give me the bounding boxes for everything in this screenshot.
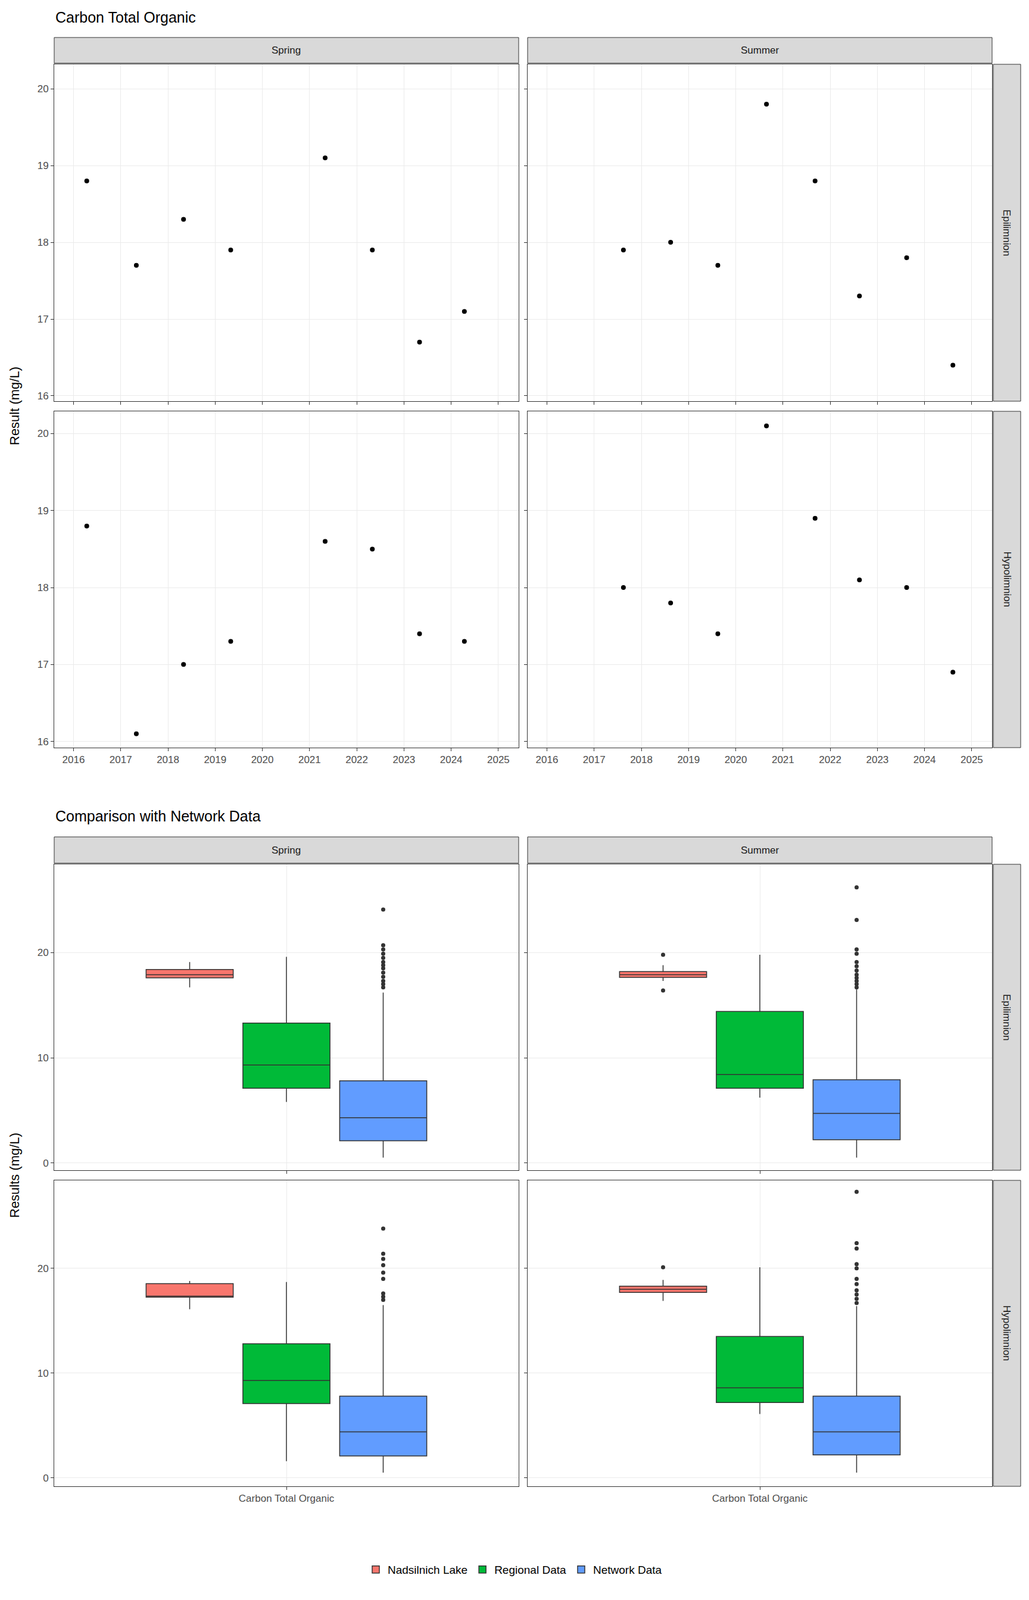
svg-text:20: 20 bbox=[37, 83, 49, 95]
svg-text:19: 19 bbox=[37, 505, 49, 517]
svg-text:2021: 2021 bbox=[298, 754, 321, 766]
svg-text:Summer: Summer bbox=[740, 44, 780, 56]
svg-text:Epilimnion: Epilimnion bbox=[1001, 994, 1013, 1041]
svg-text:2024: 2024 bbox=[913, 754, 937, 766]
svg-text:16: 16 bbox=[37, 736, 49, 748]
svg-text:2025: 2025 bbox=[487, 754, 510, 766]
svg-text:2024: 2024 bbox=[440, 754, 463, 766]
svg-text:2022: 2022 bbox=[818, 754, 842, 766]
svg-text:19: 19 bbox=[37, 160, 49, 172]
svg-text:2020: 2020 bbox=[724, 754, 748, 766]
svg-text:17: 17 bbox=[37, 659, 49, 671]
svg-text:Epilimnion: Epilimnion bbox=[1001, 209, 1013, 257]
svg-text:Carbon Total Organic: Carbon Total Organic bbox=[55, 8, 196, 26]
svg-text:Regional Data: Regional Data bbox=[494, 1564, 567, 1577]
svg-text:20: 20 bbox=[37, 428, 49, 440]
svg-text:2016: 2016 bbox=[62, 754, 86, 766]
svg-text:2021: 2021 bbox=[771, 754, 795, 766]
svg-text:18: 18 bbox=[37, 237, 49, 249]
svg-text:10: 10 bbox=[37, 1052, 49, 1065]
svg-text:2018: 2018 bbox=[630, 754, 653, 766]
svg-text:20: 20 bbox=[37, 947, 49, 959]
svg-text:Nadsilnich Lake: Nadsilnich Lake bbox=[387, 1564, 468, 1577]
svg-text:Spring: Spring bbox=[271, 844, 301, 857]
svg-text:2022: 2022 bbox=[345, 754, 369, 766]
svg-text:20: 20 bbox=[37, 1263, 49, 1275]
svg-text:17: 17 bbox=[37, 313, 49, 326]
svg-text:Hypolimnion: Hypolimnion bbox=[1001, 1305, 1013, 1362]
svg-text:2016: 2016 bbox=[535, 754, 559, 766]
svg-text:2025: 2025 bbox=[960, 754, 984, 766]
svg-text:2020: 2020 bbox=[251, 754, 274, 766]
svg-text:Summer: Summer bbox=[740, 844, 780, 857]
svg-text:16: 16 bbox=[37, 390, 49, 402]
svg-text:0: 0 bbox=[42, 1158, 49, 1170]
svg-text:18: 18 bbox=[37, 582, 49, 594]
svg-text:2023: 2023 bbox=[865, 754, 889, 766]
svg-text:2023: 2023 bbox=[392, 754, 416, 766]
svg-text:Spring: Spring bbox=[271, 44, 301, 56]
svg-text:10: 10 bbox=[37, 1368, 49, 1380]
svg-text:Result (mg/L): Result (mg/L) bbox=[7, 366, 23, 446]
svg-text:0: 0 bbox=[42, 1473, 49, 1485]
svg-text:Network Data: Network Data bbox=[593, 1564, 663, 1577]
svg-text:2017: 2017 bbox=[109, 754, 133, 766]
svg-text:2017: 2017 bbox=[582, 754, 606, 766]
svg-text:Carbon Total Organic: Carbon Total Organic bbox=[712, 1493, 809, 1505]
svg-text:Hypolimnion: Hypolimnion bbox=[1001, 552, 1013, 608]
svg-text:2019: 2019 bbox=[203, 754, 227, 766]
svg-text:Carbon Total Organic: Carbon Total Organic bbox=[238, 1493, 335, 1505]
svg-text:2018: 2018 bbox=[156, 754, 180, 766]
svg-text:Comparison with Network Data: Comparison with Network Data bbox=[55, 808, 261, 825]
svg-text:2019: 2019 bbox=[677, 754, 700, 766]
svg-text:Results (mg/L): Results (mg/L) bbox=[7, 1133, 23, 1219]
